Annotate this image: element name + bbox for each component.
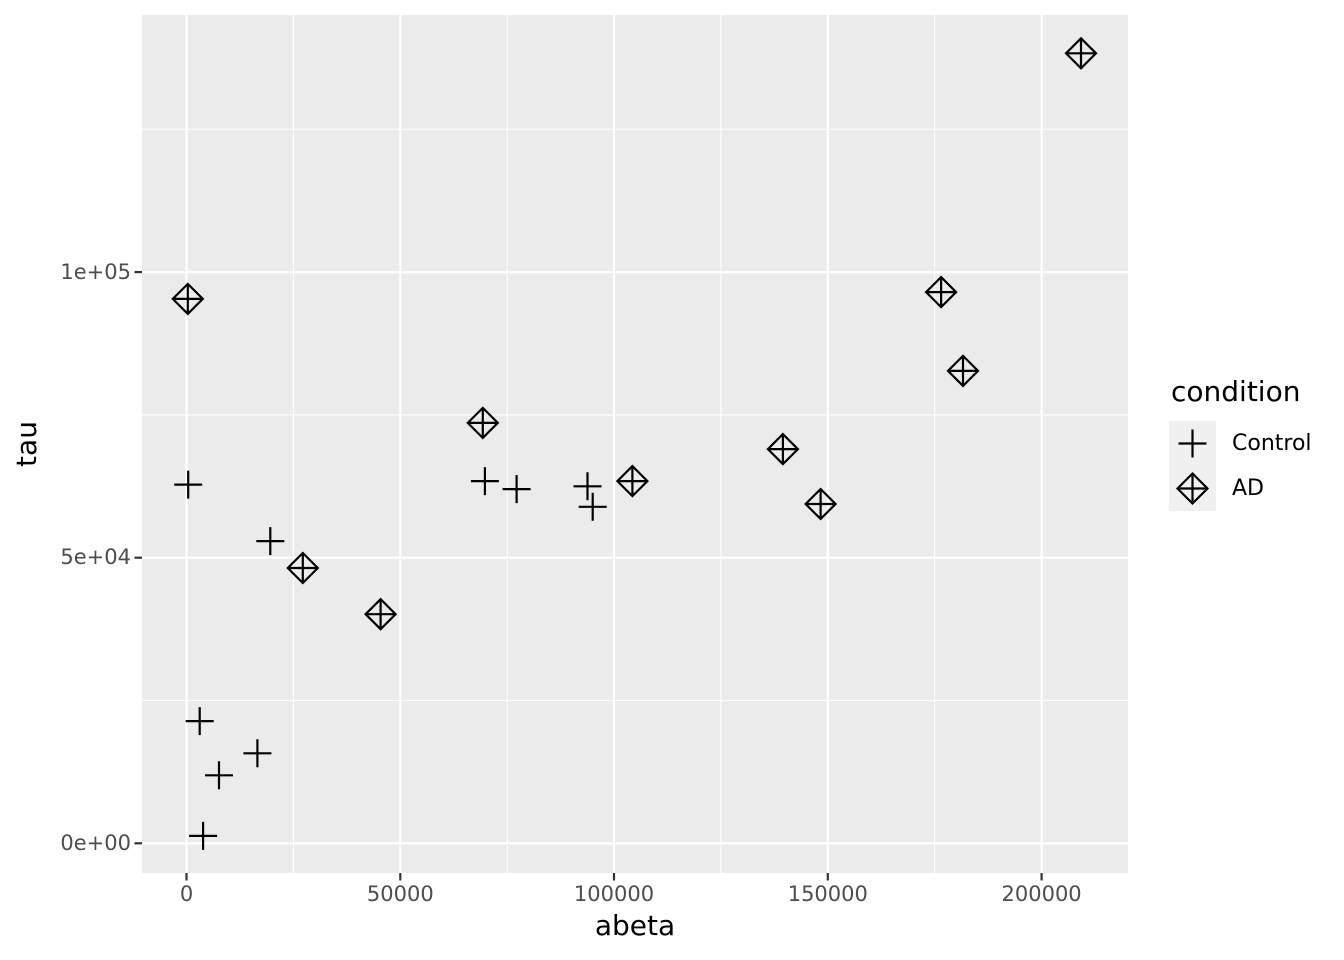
legend-title: condition	[1171, 375, 1301, 408]
x-tick-label: 100000	[573, 882, 655, 906]
data-point-ad	[946, 354, 980, 388]
x-tick-label: 200000	[1001, 882, 1082, 906]
plot-panel	[142, 15, 1128, 873]
diamond-plus-icon	[1175, 471, 1210, 506]
data-point-ad	[364, 597, 398, 631]
diamond-plus-marker-icon	[1169, 466, 1216, 511]
data-point-ad	[924, 275, 958, 309]
x-axis-title: abeta	[594, 909, 676, 942]
legend-item-ad: AD	[1169, 466, 1264, 511]
data-point-ad	[286, 551, 320, 585]
data-point-control	[578, 492, 607, 521]
y-tick-label: 1e+05	[60, 259, 131, 284]
data-point-ad	[766, 432, 800, 466]
data-point-control	[256, 527, 285, 556]
y-tick-label: 0e+00	[60, 830, 131, 855]
y-tick-label: 5e+04	[60, 545, 131, 570]
plus-marker-icon	[1169, 421, 1216, 466]
y-axis-title: tau	[10, 421, 43, 467]
data-point-ad	[1064, 36, 1098, 70]
legend-label-ad: AD	[1232, 475, 1264, 501]
data-point-control	[205, 761, 233, 790]
data-point-control	[185, 707, 214, 736]
data-point-ad	[804, 487, 838, 521]
x-tick-label: 50000	[366, 882, 434, 906]
data-point-control	[573, 472, 602, 501]
x-tick-label: 0	[179, 882, 194, 906]
legend-label-control: Control	[1232, 430, 1312, 456]
legend-item-control: Control	[1169, 421, 1312, 466]
data-point-control	[243, 739, 272, 768]
data-point-ad	[615, 464, 649, 498]
data-point-ad	[466, 406, 500, 440]
x-tick-label: 150000	[787, 882, 868, 906]
data-point-control	[189, 821, 218, 850]
data-point-ad	[171, 282, 205, 316]
plus-icon	[1178, 429, 1207, 458]
data-point-control	[470, 467, 499, 496]
data-point-control	[174, 470, 203, 499]
data-point-control	[502, 475, 531, 504]
